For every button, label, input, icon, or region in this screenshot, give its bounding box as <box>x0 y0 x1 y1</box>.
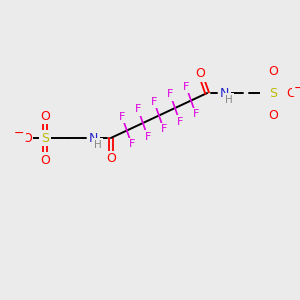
Text: F: F <box>119 112 125 122</box>
Text: O: O <box>268 64 278 77</box>
Text: O: O <box>286 86 296 100</box>
Text: O: O <box>268 109 278 122</box>
Text: F: F <box>193 110 199 119</box>
Text: F: F <box>167 89 173 99</box>
Text: S: S <box>41 131 49 145</box>
Text: S: S <box>269 86 277 100</box>
Text: O: O <box>195 67 205 80</box>
Text: F: F <box>160 124 167 134</box>
Text: F: F <box>145 132 151 142</box>
Text: O: O <box>22 131 32 145</box>
Text: F: F <box>151 97 157 106</box>
Text: F: F <box>183 82 189 92</box>
Text: H: H <box>94 140 102 150</box>
Text: F: F <box>135 104 141 114</box>
Text: −: − <box>294 82 300 94</box>
Text: F: F <box>177 117 183 127</box>
Text: F: F <box>128 140 135 149</box>
Text: O: O <box>40 110 50 122</box>
Text: −: − <box>14 127 24 140</box>
Text: O: O <box>40 154 50 166</box>
Text: O: O <box>106 152 116 166</box>
Text: N: N <box>220 86 229 100</box>
Text: N: N <box>89 131 98 145</box>
Text: H: H <box>225 95 232 105</box>
